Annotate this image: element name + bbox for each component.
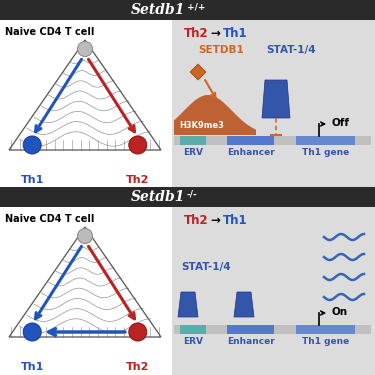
Circle shape xyxy=(129,323,147,341)
Circle shape xyxy=(78,42,93,57)
Text: STAT-1/4: STAT-1/4 xyxy=(181,262,231,272)
Bar xyxy=(227,325,274,334)
Text: H3K9me3: H3K9me3 xyxy=(179,121,224,130)
Text: SETDB1: SETDB1 xyxy=(198,45,244,55)
Bar xyxy=(172,207,375,375)
Text: ERV: ERV xyxy=(183,148,203,157)
Bar xyxy=(296,325,355,334)
Text: Th2: Th2 xyxy=(184,214,209,227)
Text: Th1: Th1 xyxy=(21,362,44,372)
Text: Th2: Th2 xyxy=(184,27,209,40)
Polygon shape xyxy=(234,292,254,317)
Bar xyxy=(0,187,375,207)
Bar xyxy=(174,136,371,145)
Text: Th1: Th1 xyxy=(223,214,248,227)
Polygon shape xyxy=(190,64,206,80)
Circle shape xyxy=(23,323,41,341)
Text: →: → xyxy=(210,214,220,227)
Text: Enhancer: Enhancer xyxy=(227,337,275,346)
Polygon shape xyxy=(174,95,256,135)
Bar xyxy=(172,20,375,187)
Text: STAT-1/4: STAT-1/4 xyxy=(266,45,316,55)
Text: Th1: Th1 xyxy=(223,27,248,40)
Text: Naive CD4 T cell: Naive CD4 T cell xyxy=(5,214,94,224)
Bar xyxy=(0,207,172,375)
Text: -/-: -/- xyxy=(186,189,197,198)
Bar xyxy=(180,325,206,334)
Bar xyxy=(174,325,371,334)
Circle shape xyxy=(23,136,41,154)
Text: →: → xyxy=(210,27,220,40)
Text: Th1: Th1 xyxy=(21,175,44,185)
Text: Th2: Th2 xyxy=(126,362,150,372)
Text: Enhancer: Enhancer xyxy=(227,148,275,157)
Polygon shape xyxy=(262,80,290,118)
Text: +/+: +/+ xyxy=(186,3,205,12)
Bar xyxy=(0,0,375,20)
Bar xyxy=(227,136,274,145)
Text: Setdb1: Setdb1 xyxy=(131,3,186,17)
Text: Setdb1: Setdb1 xyxy=(131,190,186,204)
Text: Th2: Th2 xyxy=(126,175,150,185)
Text: Th1 gene: Th1 gene xyxy=(302,148,350,157)
Text: Off: Off xyxy=(331,118,349,128)
Bar xyxy=(296,136,355,145)
Bar xyxy=(0,20,172,187)
Text: On: On xyxy=(331,307,347,317)
Text: Th1 gene: Th1 gene xyxy=(302,337,350,346)
Text: ERV: ERV xyxy=(183,337,203,346)
Text: Naive CD4 T cell: Naive CD4 T cell xyxy=(5,27,94,37)
Circle shape xyxy=(78,228,93,243)
Circle shape xyxy=(129,136,147,154)
Polygon shape xyxy=(178,292,198,317)
Bar xyxy=(180,136,206,145)
